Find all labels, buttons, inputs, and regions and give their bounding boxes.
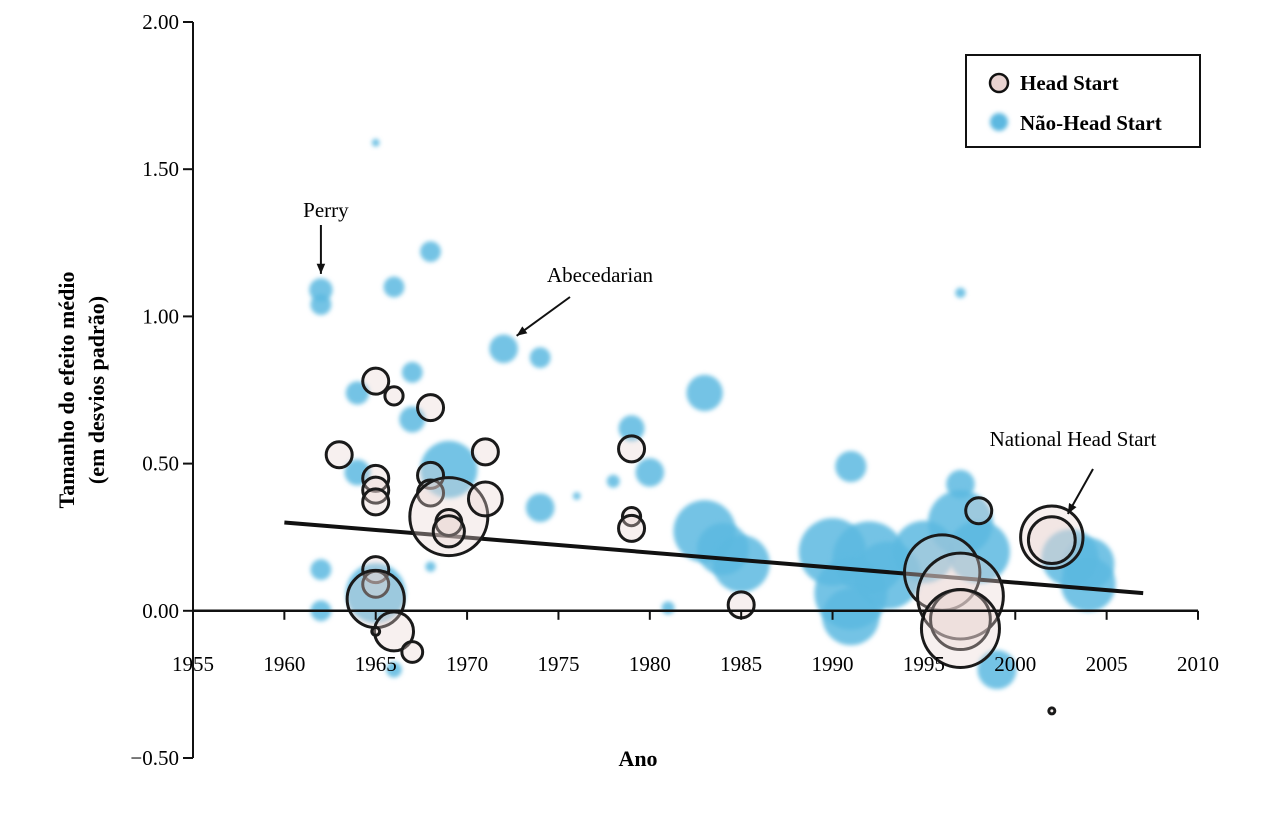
legend: Head Start Não-Head Start bbox=[965, 54, 1201, 148]
x-tick-label: 2000 bbox=[994, 652, 1036, 676]
annotation-national-head-start-arrowhead bbox=[1067, 502, 1077, 514]
x-tick-label: 1990 bbox=[812, 652, 854, 676]
axes: −0.50 0.00 0.50 1.00 1.50 2.00 1955 1960 1965 197… bbox=[54, 10, 1219, 771]
non-head-start-point bbox=[345, 563, 406, 624]
x-tick-label: 1960 bbox=[263, 652, 305, 676]
head-start-point bbox=[617, 434, 647, 464]
head-start-point bbox=[916, 551, 1005, 641]
head-start-point bbox=[416, 393, 446, 423]
y-tick-label: 0.50 bbox=[142, 452, 179, 476]
y-tick-label: 1.00 bbox=[142, 304, 179, 328]
non-head-start-point bbox=[661, 601, 675, 615]
head-start-series bbox=[324, 366, 1085, 716]
non-head-start-point bbox=[525, 493, 555, 523]
head-start-point bbox=[361, 487, 391, 517]
non-head-start-point bbox=[635, 458, 665, 487]
x-tick-label: 1985 bbox=[720, 652, 762, 676]
legend-box bbox=[965, 54, 1201, 148]
non-head-start-point bbox=[489, 334, 518, 364]
head-start-point bbox=[466, 480, 504, 518]
head-start-point bbox=[370, 626, 382, 637]
head-start-point bbox=[617, 513, 647, 543]
x-tick-label: 1980 bbox=[629, 652, 671, 676]
annotation-perry: Perry bbox=[303, 198, 349, 222]
x-tick-label: 1975 bbox=[537, 652, 579, 676]
x-tick-label: 2005 bbox=[1086, 652, 1128, 676]
y-axis-subtitle: (em desvios padrão) bbox=[84, 296, 109, 484]
x-tick-label: 2010 bbox=[1177, 652, 1219, 676]
annotation-abecedarian: Abecedarian bbox=[547, 263, 654, 287]
legend-non-head-start-marker bbox=[990, 113, 1008, 131]
non-head-start-point bbox=[572, 492, 581, 500]
x-axis-title: Ano bbox=[618, 746, 657, 771]
non-head-start-point bbox=[310, 294, 332, 316]
non-head-start-point bbox=[401, 361, 423, 383]
non-head-start-point bbox=[686, 374, 723, 412]
head-start-point bbox=[964, 496, 994, 526]
y-tick-label: −0.50 bbox=[130, 746, 179, 770]
annotations: Perry Abecedarian National Head Start bbox=[303, 198, 1157, 515]
legend-non-head-start-label: Não-Head Start bbox=[1020, 111, 1162, 135]
head-start-point bbox=[1047, 706, 1057, 716]
non-head-start-point bbox=[1041, 529, 1099, 587]
non-head-start-point bbox=[371, 138, 380, 147]
legend-head-start-label: Head Start bbox=[1020, 71, 1119, 95]
non-head-start-point bbox=[383, 276, 405, 298]
non-head-start-point bbox=[955, 287, 966, 299]
y-tick-label: 1.50 bbox=[142, 157, 179, 181]
head-start-point bbox=[324, 440, 354, 470]
head-start-point bbox=[383, 385, 405, 407]
annotation-national-head-start: National Head Start bbox=[990, 427, 1157, 451]
x-tick-label: 1970 bbox=[446, 652, 488, 676]
head-start-point bbox=[919, 587, 1001, 669]
annotation-perry-arrowhead bbox=[316, 263, 326, 274]
annotation-abecedarian-arrow bbox=[516, 296, 571, 337]
non-head-start-point bbox=[310, 559, 332, 580]
non-head-start-point bbox=[606, 474, 620, 488]
x-tick-label: 1955 bbox=[172, 652, 214, 676]
non-head-start-point bbox=[309, 278, 333, 302]
annotation-abecedarian-arrowhead bbox=[516, 326, 528, 336]
legend-head-start-marker bbox=[988, 72, 1010, 94]
head-start-point bbox=[400, 640, 425, 664]
head-start-point bbox=[361, 366, 391, 396]
x-tick-label: 1965 bbox=[355, 652, 397, 676]
y-tick-label: 2.00 bbox=[142, 10, 179, 34]
head-start-point bbox=[431, 514, 466, 549]
non-head-start-point bbox=[529, 347, 551, 369]
non-head-start-point bbox=[712, 535, 770, 593]
non-head-start-point bbox=[822, 588, 880, 646]
non-head-start-point bbox=[386, 661, 402, 678]
non-head-start-point bbox=[977, 650, 1017, 690]
non-head-start-point bbox=[420, 241, 441, 263]
y-tick-label: 0.00 bbox=[142, 599, 179, 623]
head-start-point bbox=[1026, 515, 1077, 566]
head-start-point bbox=[470, 437, 500, 467]
non-head-start-point bbox=[835, 450, 867, 483]
non-head-start-point bbox=[425, 561, 436, 572]
y-axis-title: Tamanho do efeito médio bbox=[54, 272, 79, 509]
non-head-start-point bbox=[618, 415, 645, 442]
x-tick-label: 1995 bbox=[903, 652, 945, 676]
non-head-start-point bbox=[420, 440, 478, 499]
